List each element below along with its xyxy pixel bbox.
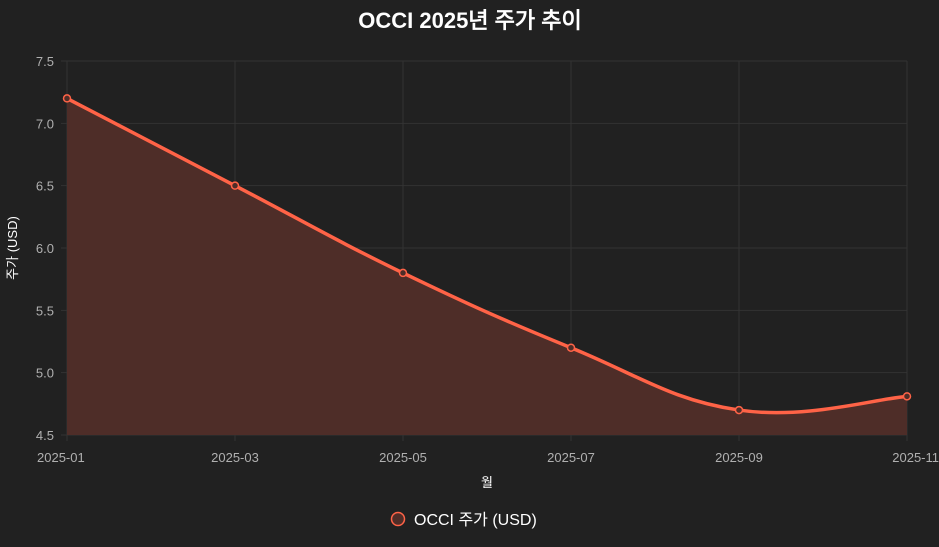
data-point[interactable] bbox=[230, 181, 240, 190]
data-point[interactable] bbox=[902, 392, 912, 401]
x-tick-label: 2025-01 bbox=[37, 450, 85, 465]
chart-title: OCCI 2025년 주가 추이 bbox=[358, 8, 581, 33]
y-tick-label: 6.0 bbox=[36, 241, 54, 256]
x-tick-label: 2025-03 bbox=[211, 450, 259, 465]
x-tick-label: 2025-09 bbox=[715, 450, 763, 465]
series-area bbox=[67, 98, 907, 436]
y-tick-label: 7.5 bbox=[36, 54, 54, 69]
data-point[interactable] bbox=[62, 94, 72, 103]
x-tick-label: 2025-11 bbox=[892, 450, 939, 465]
legend-label: OCCI 주가 (USD) bbox=[414, 511, 537, 529]
data-point[interactable] bbox=[566, 343, 576, 352]
y-tick-label: 6.5 bbox=[36, 179, 54, 194]
series-line bbox=[66, 96, 908, 415]
legend[interactable]: OCCI 주가 (USD) bbox=[390, 511, 537, 529]
y-tick-label: 7.0 bbox=[36, 116, 54, 131]
y-tick-label: 4.5 bbox=[36, 428, 54, 443]
y-tick-label: 5.5 bbox=[36, 303, 54, 318]
x-tick-label: 2025-05 bbox=[379, 450, 427, 465]
data-point[interactable] bbox=[398, 268, 408, 278]
y-axis-label: 주가 (USD) bbox=[5, 216, 20, 280]
data-point[interactable] bbox=[734, 405, 744, 415]
legend-marker bbox=[390, 511, 406, 527]
x-axis-label: 월 bbox=[481, 475, 493, 490]
x-tick-label: 2025-07 bbox=[547, 450, 595, 465]
y-tick-label: 5.0 bbox=[36, 366, 54, 381]
